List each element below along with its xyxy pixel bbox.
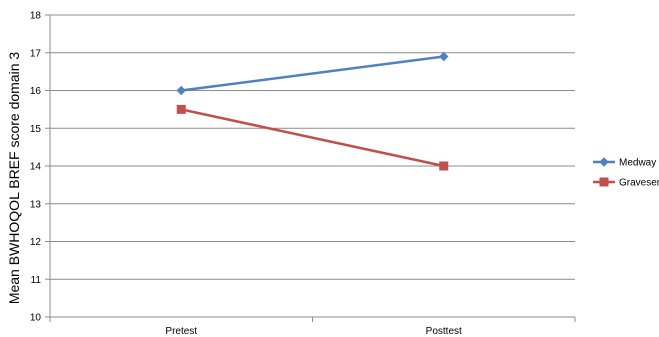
y-tick-label: 17 bbox=[30, 48, 42, 59]
y-tick-label: 11 bbox=[31, 275, 42, 286]
y-tick-label: 10 bbox=[30, 313, 42, 324]
legend: Medway Gravesend bbox=[593, 157, 659, 189]
gridlines bbox=[50, 14, 575, 318]
y-tick-labels: 10 11 12 13 14 15 16 17 18 bbox=[30, 11, 42, 324]
x-tick-labels: Pretest Posttest bbox=[165, 326, 462, 337]
y-tick-label: 13 bbox=[30, 199, 42, 210]
series-line-medway bbox=[181, 55, 444, 92]
series-line-gravesend bbox=[180, 108, 445, 168]
series-group bbox=[176, 51, 449, 171]
data-point-medway bbox=[176, 85, 186, 96]
y-tick-label: 14 bbox=[30, 162, 42, 173]
legend-marker-medway bbox=[599, 157, 609, 167]
y-tick-label: 12 bbox=[30, 237, 42, 248]
y-axis-label: Mean BWHOQOL BREF score domain 3 bbox=[6, 52, 22, 305]
y-tick-label: 18 bbox=[30, 11, 42, 22]
axes bbox=[45, 14, 576, 322]
legend-label-gravesend: Gravesend bbox=[619, 178, 659, 189]
x-tick-label: Posttest bbox=[426, 326, 462, 337]
data-point-gravesend bbox=[439, 161, 449, 171]
data-point-gravesend bbox=[176, 104, 186, 114]
y-tick-label: 15 bbox=[30, 124, 42, 135]
data-point-medway bbox=[439, 51, 449, 62]
legend-label-medway: Medway bbox=[619, 158, 656, 169]
x-tick-label: Pretest bbox=[165, 326, 197, 337]
legend-marker-gravesend bbox=[599, 177, 609, 187]
y-tick-label: 16 bbox=[30, 86, 42, 97]
